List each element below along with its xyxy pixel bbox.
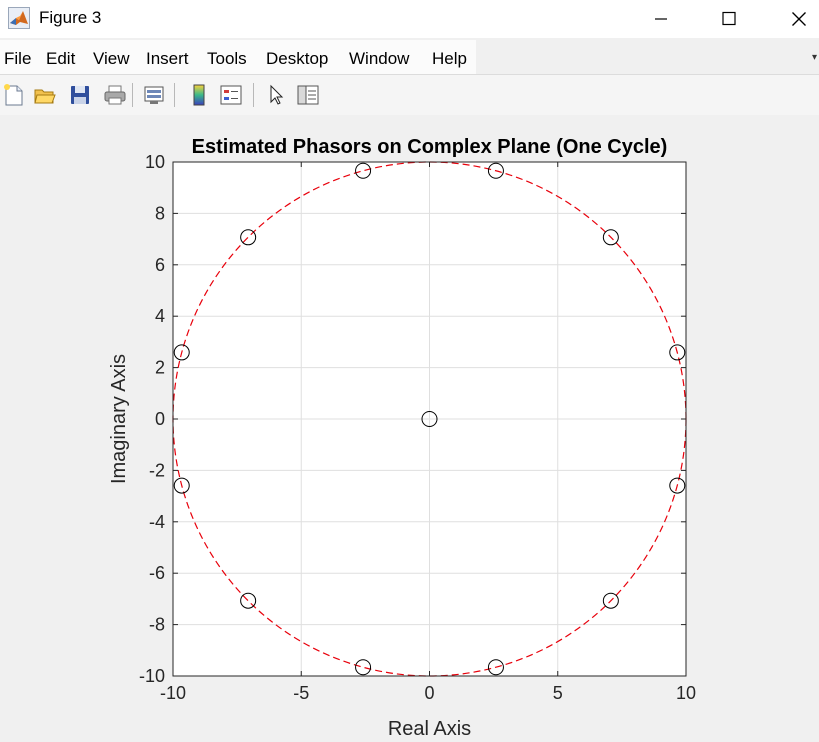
y-tick-label: 4 (155, 306, 165, 326)
y-tick-label: -10 (139, 666, 165, 686)
toolbar-separator (174, 83, 175, 107)
window-title: Figure 3 (39, 8, 102, 27)
y-tick-label: 0 (155, 409, 165, 429)
y-tick-label: -6 (149, 563, 165, 583)
phasor-point-marker (173, 477, 190, 494)
grid-lines (173, 162, 686, 676)
edit-plot-button[interactable] (263, 81, 291, 109)
y-tick-labels: -10 -8 -6 -4 -2 0 2 4 6 8 10 (139, 152, 686, 686)
toolbar-separator (253, 83, 254, 107)
insert-colorbar-button[interactable] (185, 81, 213, 109)
insert-legend-icon (220, 85, 242, 105)
menu-file[interactable]: File (4, 49, 32, 68)
phasor-point-marker (669, 344, 686, 361)
open-file-icon (34, 89, 56, 104)
y-tick-label: -8 (149, 615, 165, 635)
insert-legend-button[interactable] (217, 81, 245, 109)
title-bar: Figure 3 (0, 0, 819, 38)
figure-toolbar (0, 74, 819, 116)
matlab-logo-icon (8, 7, 30, 29)
maximize-icon (722, 11, 736, 26)
phasor-point-marker (173, 344, 190, 361)
phasor-plot[interactable]: -10 -5 0 5 10 -10 -8 -6 -4 -2 0 2 4 6 8 10 Estimated P… (0, 115, 819, 742)
y-tick-label: 6 (155, 255, 165, 275)
plot-title: Estimated Phasors on Complex Plane (One … (192, 136, 668, 158)
y-tick-label: 8 (155, 203, 165, 223)
menu-help[interactable]: Help (432, 49, 467, 68)
save-button[interactable] (66, 81, 94, 109)
x-tick-label: 10 (676, 683, 696, 703)
phasor-point-marker (602, 229, 619, 246)
x-axis-label: Real Axis (388, 718, 471, 740)
menu-window[interactable]: Window (349, 49, 410, 68)
y-axis-label: Imaginary Axis (108, 354, 130, 484)
link-plot-button[interactable] (140, 81, 168, 109)
maximize-button[interactable] (706, 0, 752, 38)
close-button[interactable] (776, 0, 819, 38)
phasor-point-marker (487, 162, 504, 179)
minimize-icon (655, 18, 667, 20)
x-tick-label: -10 (160, 683, 186, 703)
phasor-point-marker (487, 659, 504, 676)
phasor-markers (173, 162, 686, 676)
save-icon (71, 86, 89, 104)
link-plot-icon (144, 86, 164, 104)
close-icon (792, 12, 806, 26)
phasor-point-marker (240, 229, 257, 246)
open-file-button[interactable] (31, 81, 59, 109)
edit-plot-arrow-icon (270, 84, 284, 105)
new-figure-icon (4, 84, 23, 106)
x-tick-label: -5 (293, 683, 309, 703)
phasor-point-marker (669, 477, 686, 494)
toolbar-separator (132, 83, 133, 107)
minimize-button[interactable] (638, 0, 684, 38)
property-inspector-icon (297, 85, 319, 105)
menu-bar: File Edit View Insert Tools Desktop Wind… (0, 38, 819, 74)
figure-canvas[interactable]: -10 -5 0 5 10 -10 -8 -6 -4 -2 0 2 4 6 8 10 Estimated P… (0, 115, 819, 742)
print-icon (104, 85, 126, 105)
phasor-point-marker (355, 659, 372, 676)
print-button[interactable] (101, 81, 129, 109)
x-tick-label: 5 (553, 683, 563, 703)
y-tick-label: -2 (149, 460, 165, 480)
phasor-point-marker (421, 411, 438, 427)
menu-bar-strip: File Edit View Insert Tools Desktop Wind… (0, 40, 476, 74)
phasor-point-marker (240, 592, 257, 609)
x-tick-label: 0 (424, 683, 434, 703)
new-figure-button[interactable] (0, 81, 28, 109)
x-tick-labels: -10 -5 0 5 10 (160, 162, 696, 703)
menu-desktop[interactable]: Desktop (266, 49, 329, 68)
menu-tools[interactable]: Tools (207, 49, 247, 68)
menu-edit[interactable]: Edit (46, 49, 76, 68)
y-tick-label: 10 (145, 152, 165, 172)
menu-overflow-arrow-icon[interactable]: ▾ (811, 52, 817, 63)
phasor-point-marker (355, 162, 372, 179)
menu-insert[interactable]: Insert (146, 49, 189, 68)
y-tick-label: -4 (149, 512, 165, 532)
phasor-point-marker (602, 592, 619, 609)
insert-colorbar-icon (193, 84, 205, 106)
menu-view[interactable]: View (93, 49, 130, 68)
y-tick-label: 2 (155, 358, 165, 378)
property-inspector-button[interactable] (294, 81, 322, 109)
